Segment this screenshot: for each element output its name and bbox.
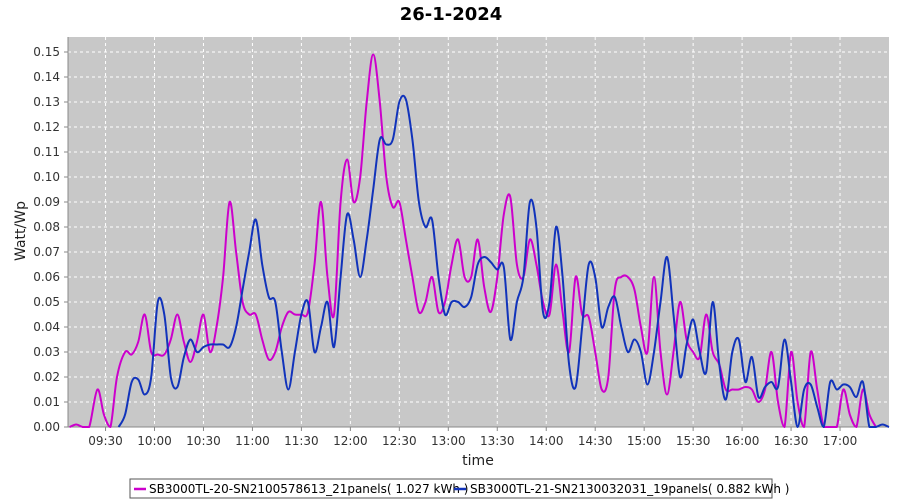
x-tick-label: 13:30 <box>480 434 515 448</box>
x-tick-label: 13:00 <box>431 434 466 448</box>
x-tick-label: 09:30 <box>88 434 123 448</box>
y-tick-label: 0.03 <box>33 345 60 359</box>
x-tick-label: 16:00 <box>725 434 760 448</box>
y-tick-label: 0.00 <box>33 420 60 434</box>
x-tick-label: 11:00 <box>235 434 270 448</box>
x-tick-label: 16:30 <box>774 434 809 448</box>
chart-title: 26-1-2024 <box>400 4 503 25</box>
series-line-1 <box>69 53 877 428</box>
x-tick-label: 14:30 <box>578 434 613 448</box>
y-tick-label: 0.01 <box>33 395 60 409</box>
y-tick-label: 0.09 <box>33 195 60 209</box>
legend: SB3000TL-20-SN2100578613_21panels( 1.027… <box>129 478 789 499</box>
x-tick-label: 12:00 <box>333 434 368 448</box>
grid-lines <box>68 37 889 427</box>
series-lines <box>69 53 890 428</box>
y-tick-label: 0.15 <box>33 45 60 59</box>
x-axis-label: time <box>462 453 494 469</box>
legend-entry-2: SB3000TL-21-SN2130032031_19panels( 0.882… <box>470 482 789 496</box>
y-tick-label: 0.14 <box>33 70 60 84</box>
y-tick-label: 0.12 <box>33 120 60 134</box>
x-tick-label: 10:30 <box>186 434 221 448</box>
legend-box <box>129 478 773 499</box>
y-tick-label: 0.10 <box>33 170 60 184</box>
x-tick-label: 15:00 <box>627 434 662 448</box>
plot-area <box>68 37 889 427</box>
x-tick-label: 12:30 <box>382 434 417 448</box>
y-tick-label: 0.05 <box>33 295 60 309</box>
y-tick-label: 0.04 <box>33 320 60 334</box>
y-tick-label: 0.07 <box>33 245 60 259</box>
series-line-2 <box>117 94 890 428</box>
y-tick-label: 0.02 <box>33 370 60 384</box>
legend-entry-1: SB3000TL-20-SN2100578613_21panels( 1.027… <box>149 482 468 496</box>
x-tick-label: 11:30 <box>284 434 319 448</box>
y-axis-label: Watt/Wp <box>13 201 29 261</box>
x-tick-label: 10:00 <box>137 434 172 448</box>
y-tick-label: 0.06 <box>33 270 60 284</box>
y-tick-label: 0.08 <box>33 220 60 234</box>
y-tick-label: 0.13 <box>33 95 60 109</box>
x-tick-label: 14:00 <box>529 434 564 448</box>
x-tick-label: 15:30 <box>676 434 711 448</box>
y-axis: 0.00 0.01 0.02 0.03 0.04 0.05 0.06 0.07 0.08 0.09… <box>33 37 69 434</box>
x-tick-label: 17:00 <box>823 434 858 448</box>
y-tick-label: 0.11 <box>33 145 60 159</box>
x-axis: 09:30 10:00 10:30 11:00 11:30 12:00 12:30 13:00… <box>68 426 889 448</box>
